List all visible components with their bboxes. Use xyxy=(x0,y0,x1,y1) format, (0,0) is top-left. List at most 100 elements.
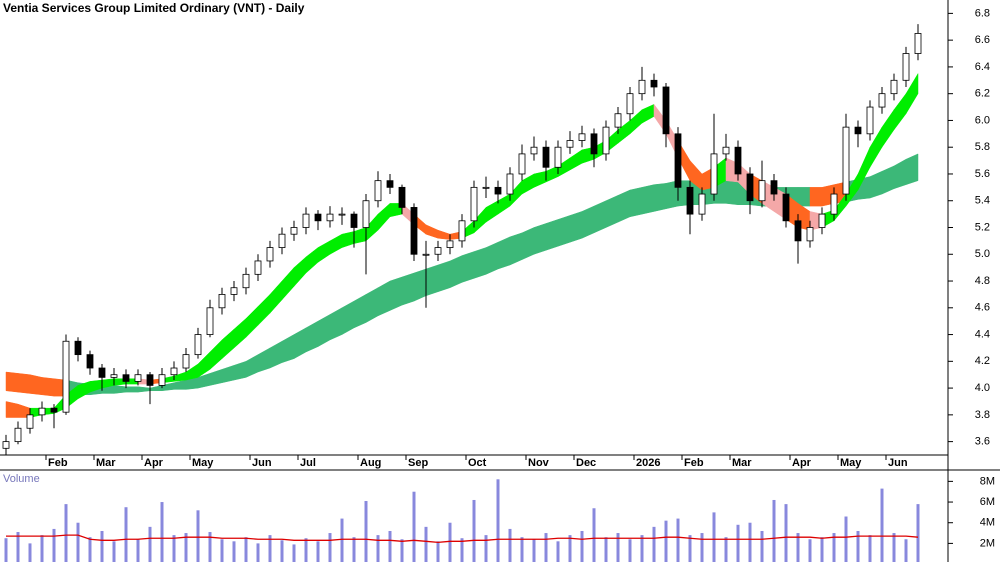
candle-body xyxy=(758,180,766,202)
volume-bar xyxy=(892,533,896,562)
band-segment xyxy=(425,224,439,239)
volume-bar xyxy=(520,537,524,562)
band-segment xyxy=(173,379,187,390)
candle-body xyxy=(410,207,418,255)
candle-body xyxy=(722,146,730,155)
candle-body xyxy=(890,79,898,95)
volume-bar xyxy=(424,526,428,562)
band-segment xyxy=(149,385,163,392)
volume-bar xyxy=(820,537,824,562)
candle-body xyxy=(494,186,502,195)
band-segment xyxy=(881,108,895,149)
band-segment xyxy=(353,227,367,244)
band-segment xyxy=(365,287,379,323)
band-segment xyxy=(17,373,31,394)
band-segment xyxy=(5,371,19,393)
band-segment xyxy=(221,364,235,384)
volume-bar xyxy=(64,504,68,562)
band-segment xyxy=(377,202,391,231)
candle-body xyxy=(602,126,610,155)
band-segment xyxy=(545,165,559,183)
price-panel: 3.6 3.8 4.0 4.2 4.4 4.6 4.8 5.0 5.2 5.4 5.6 5.8 6.0 6… xyxy=(2,7,990,469)
candle-body xyxy=(746,173,754,202)
band-segment xyxy=(569,211,583,243)
band-segment xyxy=(341,231,355,248)
band-segment xyxy=(425,264,439,297)
candle-body xyxy=(146,374,154,386)
band-segment xyxy=(209,369,223,386)
band-segment xyxy=(593,200,607,234)
volume-bar xyxy=(556,541,560,562)
volume-bar xyxy=(712,512,716,562)
band-segment xyxy=(545,219,559,251)
volume-bar xyxy=(52,528,56,562)
volume-bar xyxy=(592,508,596,562)
band-segment xyxy=(569,149,583,171)
band-segment xyxy=(557,215,571,247)
candle-body xyxy=(362,200,370,228)
band-segment xyxy=(269,340,283,369)
band-segment xyxy=(257,347,271,373)
band-segment xyxy=(209,339,223,370)
candle-body xyxy=(518,153,526,175)
candle-body xyxy=(350,213,358,228)
band-segment xyxy=(473,247,487,279)
volume-title: Volume xyxy=(3,473,40,485)
band-segment xyxy=(353,293,367,329)
y-tick-label: 5.8 xyxy=(975,141,990,153)
band-segment xyxy=(881,165,895,195)
candle-body xyxy=(842,126,850,195)
volume-bar xyxy=(580,530,584,562)
candle-body xyxy=(98,367,106,378)
candle-body xyxy=(242,273,250,289)
volume-bar xyxy=(856,530,860,562)
band-segment xyxy=(389,276,403,311)
volume-bar xyxy=(748,522,752,562)
band-segment xyxy=(281,334,295,364)
x-tick-label: Oct xyxy=(468,457,487,469)
y-tick-label: 5.6 xyxy=(975,168,990,180)
candle-body xyxy=(14,427,22,443)
volume-bar xyxy=(760,530,764,562)
volume-bar xyxy=(844,516,848,562)
band-segment xyxy=(617,189,631,223)
candle-body xyxy=(794,220,802,242)
candle-body xyxy=(470,186,478,222)
band-segment xyxy=(197,351,211,378)
x-tick-label: Feb xyxy=(684,457,704,469)
candle-body xyxy=(782,193,790,222)
band-segment xyxy=(725,180,739,206)
volume-bar xyxy=(256,543,260,562)
volume-bar xyxy=(244,537,248,562)
band-segment xyxy=(233,360,247,381)
x-tick-label: Jun xyxy=(888,457,908,469)
volume-bar xyxy=(688,535,692,562)
candle-body xyxy=(806,227,814,242)
candle-body xyxy=(206,307,214,335)
volume-bar xyxy=(640,535,644,562)
x-tick-label: Feb xyxy=(48,457,68,469)
volume-bar xyxy=(292,544,296,562)
y-tick-label: 6.8 xyxy=(975,7,990,19)
volume-bar xyxy=(772,499,776,562)
x-tick-label: Nov xyxy=(528,457,550,469)
volume-bar xyxy=(460,538,464,562)
candle-body xyxy=(506,173,514,195)
volume-bar xyxy=(268,535,272,562)
candle-body xyxy=(830,193,838,215)
y-tick-label: 2M xyxy=(980,537,995,549)
candle-body xyxy=(278,233,286,248)
band-segment xyxy=(401,272,415,306)
candle-body xyxy=(458,220,466,242)
volume-bar xyxy=(136,539,140,562)
band-segment xyxy=(797,187,811,207)
band-segment xyxy=(305,247,319,274)
band-segment xyxy=(521,173,535,195)
candle-body xyxy=(2,441,10,449)
volume-bar xyxy=(436,541,440,562)
x-tick-label: Jun xyxy=(252,457,272,469)
band-segment xyxy=(41,377,55,397)
x-tick-label: Dec xyxy=(576,457,596,469)
band-segment xyxy=(293,256,307,288)
